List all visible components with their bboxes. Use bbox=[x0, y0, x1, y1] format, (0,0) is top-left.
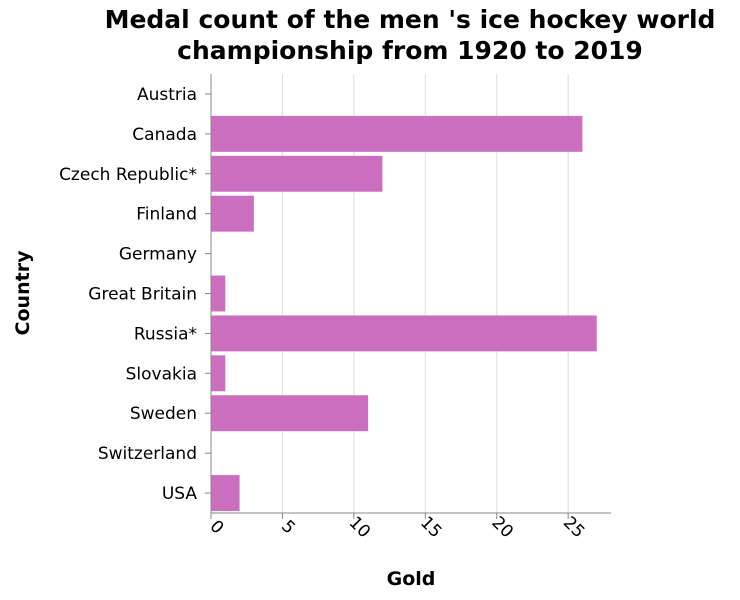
y-tick-label: Sweden bbox=[130, 404, 197, 424]
x-tick-label: 15 bbox=[416, 513, 445, 542]
bar-slovakia bbox=[211, 355, 226, 392]
x-tick-label: 10 bbox=[345, 513, 374, 542]
bar-finland bbox=[211, 195, 254, 232]
y-tick-label: Great Britain bbox=[88, 285, 197, 305]
bar-czech-republic bbox=[211, 155, 383, 192]
y-tick-label: Switzerland bbox=[98, 444, 197, 464]
chart-title-line-2: championship from 1920 to 2019 bbox=[177, 36, 643, 65]
y-axis-ticks: Austria Canada Czech Republic* Finland Germa… bbox=[59, 85, 211, 504]
chart-title-line-1: Medal count of the men 's ice hockey wor… bbox=[105, 5, 716, 34]
y-tick-label: USA bbox=[162, 484, 198, 504]
x-axis-title: Gold bbox=[387, 568, 436, 590]
x-tick-label: 0 bbox=[206, 517, 228, 539]
x-tick-label: 5 bbox=[277, 517, 299, 539]
bars bbox=[211, 115, 597, 512]
x-tick-label: 20 bbox=[488, 513, 517, 542]
y-tick-label: Austria bbox=[137, 85, 197, 105]
bar-russia bbox=[211, 315, 597, 352]
y-tick-label: Canada bbox=[132, 125, 197, 145]
y-tick-label: Slovakia bbox=[126, 364, 197, 384]
x-axis-ticks: 0 5 10 15 20 25 bbox=[206, 513, 589, 542]
y-tick-label: Russia* bbox=[134, 324, 197, 344]
y-axis-title: Country bbox=[12, 250, 34, 336]
bar-sweden bbox=[211, 395, 369, 432]
bar-canada bbox=[211, 115, 583, 152]
bar-great-britain bbox=[211, 275, 226, 312]
y-tick-label: Finland bbox=[136, 205, 197, 225]
y-tick-label: Germany bbox=[119, 245, 197, 265]
bar-usa bbox=[211, 475, 240, 512]
y-tick-label: Czech Republic* bbox=[59, 165, 197, 185]
x-tick-label: 25 bbox=[559, 513, 588, 542]
